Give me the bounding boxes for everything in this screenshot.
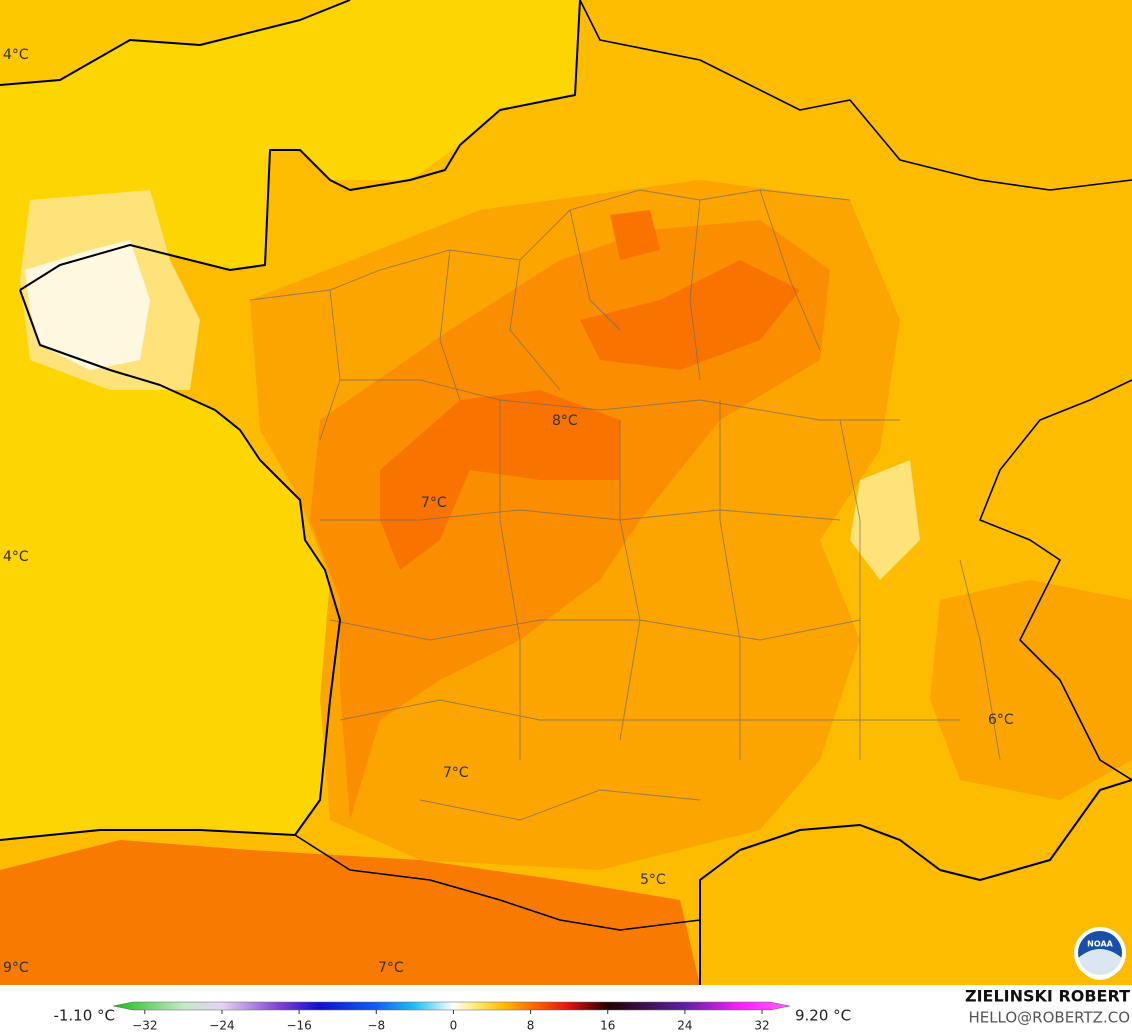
national-border [294, 0, 1132, 931]
hot-zone [0, 840, 700, 985]
logo-text: NOAA [1087, 940, 1113, 949]
warm-zone [310, 220, 830, 820]
temperature-label: 7°C [421, 495, 447, 511]
temperature-label: 4°C [3, 549, 29, 565]
temperature-label: 7°C [443, 765, 469, 781]
temperature-label: 7°C [378, 960, 404, 976]
hot-zone [380, 210, 800, 570]
colorbar-tick-label: −16 [286, 1019, 311, 1033]
map [0, 0, 1132, 985]
warm-zone [930, 580, 1132, 800]
colorbar-tick-label: 24 [677, 1019, 692, 1033]
region-border [249, 189, 1001, 821]
cool-zone [20, 190, 920, 580]
cold-zone [25, 240, 150, 370]
noaa-logo: NOAA [1074, 927, 1126, 980]
colorbar-tick-label: 8 [527, 1019, 535, 1033]
email: HELLO@ROBERTZ.CO [968, 1009, 1130, 1027]
colorbar-max-label: 9.20 °C [795, 1007, 851, 1025]
colorbar-tick-label: −8 [367, 1019, 385, 1033]
colorbar-min-label: -1.10 °C [53, 1007, 115, 1025]
temperature-label: 6°C [988, 712, 1014, 728]
colorbar-tick-label: 32 [754, 1019, 769, 1033]
colorbar-tick-label: 16 [600, 1019, 615, 1033]
coastline [0, 0, 1132, 985]
colorbar-tick-label: −24 [209, 1019, 234, 1033]
colorbar: −32 −24 −16 −8 0 8 16 24 32 -1.10 °C 9.20 °C [53, 1001, 851, 1033]
colorbar-tick-label: −32 [132, 1019, 157, 1033]
colorbar-bar [112, 1001, 791, 1011]
temperature-label: 4°C [3, 47, 29, 63]
temperature-label: 5°C [640, 872, 666, 888]
colorbar-tick-label: 0 [450, 1019, 458, 1033]
temperature-label: 8°C [552, 413, 578, 429]
logo-wave [1078, 949, 1122, 980]
author: ZIELINSKI ROBERT [965, 987, 1130, 1006]
map-labels: 4°C 4°C 8°C 7°C 6°C 7°C 5°C 9°C 7°C [3, 47, 1014, 976]
temperature-label: 9°C [3, 960, 29, 976]
